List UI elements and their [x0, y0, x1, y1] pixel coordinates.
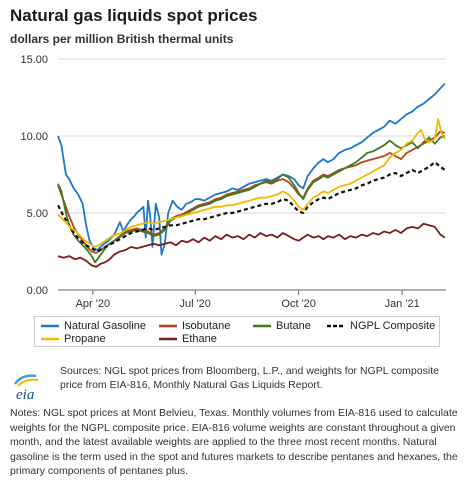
series-lines [57, 82, 446, 268]
x-tick-label: Jan '21 [385, 298, 420, 310]
legend-label-ethane: Ethane [182, 333, 217, 345]
series-line-propane [57, 118, 446, 248]
legend-item-ngpl-composite: NGPL Composite [327, 320, 435, 332]
legend-item-ethane: Ethane [159, 333, 217, 345]
legend-swatch-natural-gasoline [41, 324, 59, 328]
logo-text: eia [16, 387, 34, 402]
legend-item-propane: Propane [41, 333, 106, 345]
legend-label-isobutane: Isobutane [182, 320, 231, 332]
y-axis-tick-labels: 0.00 5.00 10.00 15.00 [20, 54, 48, 297]
y-tick-label: 0.00 [27, 285, 48, 297]
notes-text: Notes: NGL spot prices at Mont Belvieu, … [10, 407, 458, 478]
legend-label-butane: Butane [276, 320, 311, 332]
legend-item-natural-gasoline: Natural Gasoline [41, 320, 146, 332]
chart-title: Natural gas liquids spot prices [10, 6, 258, 25]
legend-swatch-isobutane [159, 324, 177, 328]
legend: Natural Gasoline Isobutane Butane NGPL C… [34, 316, 440, 347]
legend-swatch-butane [253, 324, 271, 328]
y-tick-label: 5.00 [27, 208, 48, 220]
y-tick-label: 15.00 [20, 54, 48, 66]
legend-item-isobutane: Isobutane [159, 320, 230, 332]
eia-logo: eia [13, 374, 39, 402]
legend-swatch-ngpl-composite [327, 324, 345, 328]
legend-swatch-ethane [159, 337, 177, 341]
legend-item-butane: Butane [253, 320, 311, 332]
chart-subtitle: dollars per million British thermal unit… [10, 32, 234, 46]
x-axis-tick-labels: Apr '20 Jul '20 Oct '20 Jan '21 [76, 290, 420, 310]
x-tick-label: Apr '20 [76, 298, 111, 310]
legend-label-propane: Propane [64, 333, 106, 345]
legend-swatch-propane [41, 337, 59, 341]
legend-label-natural-gasoline: Natural Gasoline [64, 320, 146, 332]
series-line-butane [57, 135, 446, 264]
sources-note: Sources: NGL spot prices from Bloomberg,… [60, 365, 439, 391]
x-tick-label: Oct '20 [281, 298, 316, 310]
y-tick-label: 10.00 [20, 131, 48, 143]
series-line-ngpl-composite [57, 161, 446, 253]
x-tick-label: Jul '20 [179, 298, 210, 310]
legend-label-ngpl-composite: NGPL Composite [350, 320, 436, 332]
series-line-natural-gasoline [57, 82, 446, 256]
line-chart: 0.00 5.00 10.00 15.00 Apr '20 Jul '20 Oct '20… [20, 54, 446, 310]
grid-lines [58, 58, 446, 291]
series-line-ethane [57, 222, 446, 268]
